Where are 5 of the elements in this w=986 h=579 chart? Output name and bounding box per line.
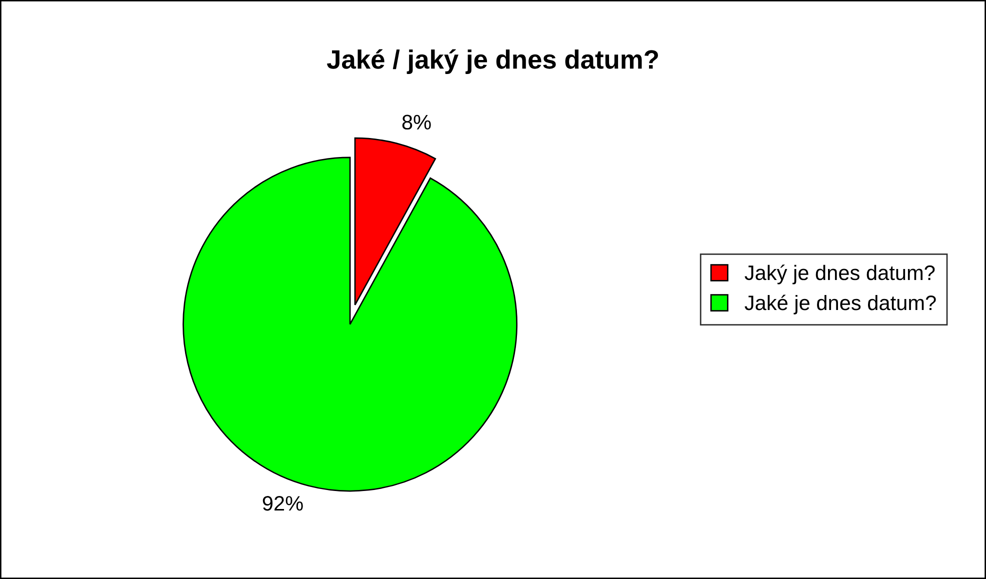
legend-label: Jaký je dnes datum? [744, 264, 935, 284]
data-label: 8% [402, 114, 431, 130]
chart-title: Jaké / jaký je dnes datum? [326, 49, 658, 74]
data-label: 92% [262, 496, 303, 511]
legend-label: Jaké je dnes datum? [744, 294, 936, 314]
